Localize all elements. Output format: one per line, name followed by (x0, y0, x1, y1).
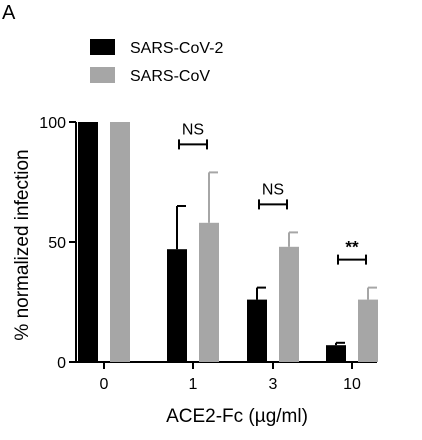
x-axis-label: ACE2-Fc (µg/ml) (166, 406, 308, 427)
y-tick-label: 0 (57, 355, 66, 372)
bar-sars-cov-10 (358, 299, 378, 362)
bars (78, 122, 378, 362)
bar-sars-cov-2-1 (167, 249, 187, 362)
y-axis-label: % normalized infection (12, 149, 33, 340)
bar-sars-cov-0 (110, 122, 130, 362)
legend: SARS-CoV-2 SARS-CoV (90, 39, 223, 85)
bar-sars-cov-3 (279, 246, 299, 362)
x-axis: 0 1 3 10 (76, 361, 377, 393)
error-bars (176, 171, 377, 346)
bar-sars-cov-2-10 (326, 345, 346, 362)
x-tick-label: 10 (343, 376, 361, 393)
significance-label: NS (262, 181, 284, 198)
significance-annotations: NS NS ** (178, 121, 367, 265)
legend-swatch (90, 39, 115, 55)
bar-sars-cov-1 (199, 222, 219, 362)
y-tick-label: 100 (39, 115, 66, 132)
y-axis: 0 50 100 (39, 115, 77, 372)
y-tick-label: 50 (48, 235, 66, 252)
x-tick-label: 0 (100, 376, 109, 393)
significance-label: NS (182, 121, 204, 138)
bar-sars-cov-2-0 (78, 122, 98, 362)
legend-label: SARS-CoV (130, 68, 210, 85)
legend-label: SARS-CoV-2 (130, 40, 223, 57)
x-tick-label: 1 (189, 376, 198, 393)
bar-sars-cov-2-3 (247, 299, 267, 362)
panel-label: A (2, 2, 16, 24)
legend-swatch (90, 67, 115, 83)
significance-label: ** (345, 238, 359, 257)
x-tick-label: 3 (269, 376, 278, 393)
